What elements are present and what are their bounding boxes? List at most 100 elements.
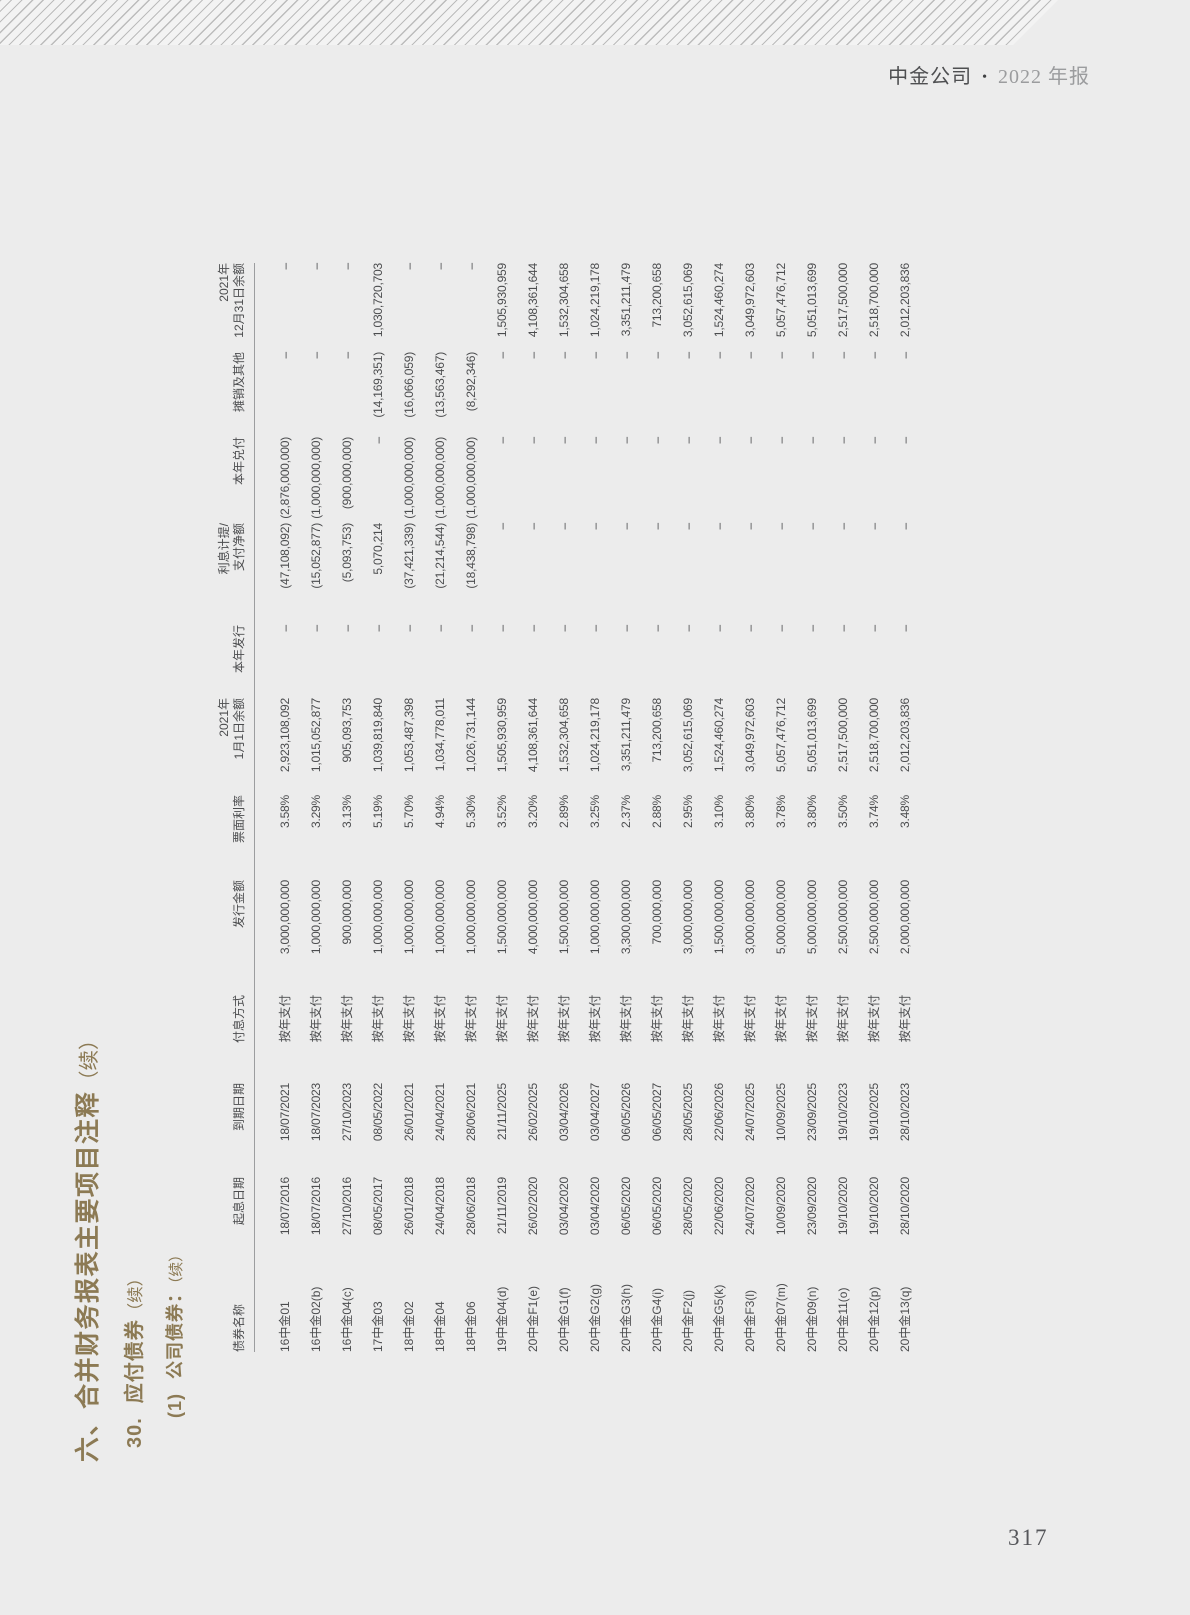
table-cell: 20中金G1(f) [557,1287,571,1352]
table-cell: 2.37% [618,795,633,829]
table-cell: 06/05/2020 [618,1177,633,1236]
table-row: 20中金F2(j) 28/05/2020 28/05/2025 按年支付 3,000,0… [672,263,703,1352]
table-cell: 4,108,361,644 [525,698,540,773]
table-cell: 900,000,000 [339,880,354,945]
table-row: 16中金01 18/07/2016 18/07/2021 按年支付 3,000,000,… [255,263,301,1352]
table-cell: – [711,352,726,359]
table-cell: 23/09/2025 [804,1083,819,1142]
table-cell: 按年支付 [464,995,478,1043]
table-cell: (15,052,877) [308,523,323,589]
table-cell: 按年支付 [371,995,385,1043]
table-cell: – [618,352,633,359]
table-cell: – [897,625,912,632]
table-cell: 3.10% [711,795,726,829]
table-cell: – [649,625,664,632]
note-title-text: 应付债券 [124,1319,146,1404]
table-cell: 1,000,000,000 [370,880,385,955]
table-cell: – [525,625,540,632]
column-header: 付息方式 [217,995,255,1083]
table-cell: 按年支付 [867,995,881,1043]
table-cell: – [742,352,757,359]
table-cell: – [277,263,292,270]
table-cell: – [773,437,788,444]
table-cell: 按年支付 [433,995,447,1043]
table-cell: 3.80% [742,795,757,829]
table-cell: 4.94% [432,795,447,829]
table-cell: 23/09/2020 [804,1177,819,1236]
table-cell: 28/05/2020 [680,1177,695,1236]
table-cell: (16,066,059) [401,352,416,418]
table-cell: 24/07/2025 [742,1083,757,1142]
table-cell: 18中金02 [402,1301,416,1352]
table-cell: 3.20% [525,795,540,829]
subnote-continued-mark: （续） [169,1247,185,1284]
bullet-separator-icon: • [982,70,988,85]
table-cell: 3,049,972,603 [742,263,757,338]
table-cell: 3,351,211,479 [618,698,633,772]
table-cell: 19/10/2020 [866,1177,881,1236]
table-row: 20中金11(o) 19/10/2020 19/10/2023 按年支付 2,500,0… [827,263,858,1352]
column-header: 2021年 1月1日余额 [217,698,255,795]
table-cell: – [339,263,354,270]
table-cell: 28/10/2023 [897,1083,912,1142]
table-cell: – [773,625,788,632]
table-cell: 3.80% [804,795,819,829]
table-cell: 2.88% [649,795,664,829]
table-row: 16中金04(c) 27/10/2016 27/10/2023 按年支付 900,000… [331,263,362,1352]
table-cell: 3.58% [277,795,292,829]
table-row: 16中金02(b) 18/07/2016 18/07/2023 按年支付 1,000,0… [300,263,331,1352]
table-cell: 03/04/2026 [556,1083,571,1142]
column-header: 票面利率 [217,795,255,880]
table-cell: 5,000,000,000 [773,880,788,955]
column-header: 摊销及其他 [217,352,255,437]
table-cell: – [556,352,571,359]
table-cell: – [804,437,819,444]
table-cell: 3.48% [897,795,912,829]
table-cell: 2,518,700,000 [866,698,881,773]
table-cell: 10/09/2020 [773,1177,788,1236]
table-row: 20中金G3(h) 06/05/2020 06/05/2026 按年支付 3,300,0… [610,263,641,1352]
table-cell: 1,024,219,178 [587,698,602,773]
hatch-banner [0,0,1058,45]
table-cell: 按年支付 [309,995,323,1043]
table-cell: 19/10/2020 [835,1177,850,1236]
table-cell: 1,505,930,959 [494,698,509,773]
table-cell: (1,000,000,000) [308,437,323,519]
table-cell: – [711,437,726,444]
table-cell: 按年支付 [712,995,726,1043]
table-cell: 3.74% [866,795,881,829]
table-cell: – [649,352,664,359]
table-cell: (14,169,351) [370,352,385,418]
table-cell: 20中金07(m) [774,1283,788,1352]
table-cell: 18/07/2021 [277,1083,292,1142]
table-cell: 3.29% [308,795,323,829]
column-header: 利息计提/ 支付净额 [217,523,255,625]
table-cell: 1,053,487,398 [401,698,416,773]
table-cell: 18中金04 [433,1301,447,1352]
table-cell: 28/06/2018 [463,1177,478,1236]
table-cell: 2.89% [556,795,571,829]
table-cell: 3.50% [835,795,850,829]
table-cell: 20中金G3(h) [619,1283,633,1352]
table-cell: – [556,625,571,632]
table-cell: – [742,523,757,530]
table-cell: – [804,523,819,530]
table-cell: 3,049,972,603 [742,698,757,773]
table-cell: 3.78% [773,795,788,829]
rotated-content: 六、合并财务报表主要项目注释（续） 30.应付债券（续） (1)公司债券：（续）… [72,222,940,1462]
table-cell: 19中金04(d) [495,1286,509,1352]
table-row: 20中金G5(k) 22/06/2020 22/06/2026 按年支付 1,500,0… [703,263,734,1352]
table-row: 18中金06 28/06/2018 28/06/2021 按年支付 1,000,000,… [455,263,486,1352]
table-cell: 24/04/2018 [432,1177,447,1236]
brand-name: 中金公司 [888,66,973,88]
table-cell: 20中金F1(e) [526,1285,540,1352]
table-cell: – [680,352,695,359]
table-cell: 5.70% [401,795,416,829]
table-cell: – [866,625,881,632]
table-cell: – [835,625,850,632]
table-cell: 按年支付 [340,995,354,1043]
table-cell: – [649,523,664,530]
table-cell: (5,093,753) [339,523,354,583]
table-cell: 28/10/2020 [897,1177,912,1236]
table-cell: (47,108,092) [277,523,292,589]
